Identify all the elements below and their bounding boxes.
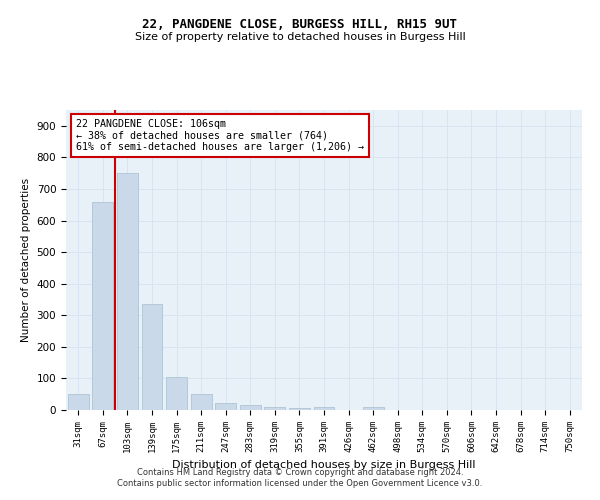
Bar	[362, 408, 383, 410]
Bar	[314, 408, 334, 410]
Bar	[142, 304, 163, 410]
Bar	[68, 394, 89, 410]
Text: 22, PANGDENE CLOSE, BURGESS HILL, RH15 9UT: 22, PANGDENE CLOSE, BURGESS HILL, RH15 9…	[143, 18, 458, 30]
Bar	[117, 173, 138, 410]
Text: 22 PANGDENE CLOSE: 106sqm
← 38% of detached houses are smaller (764)
61% of semi: 22 PANGDENE CLOSE: 106sqm ← 38% of detac…	[76, 119, 364, 152]
Y-axis label: Number of detached properties: Number of detached properties	[21, 178, 31, 342]
Bar	[92, 202, 113, 410]
X-axis label: Distribution of detached houses by size in Burgess Hill: Distribution of detached houses by size …	[172, 460, 476, 470]
Bar	[215, 403, 236, 410]
Bar	[166, 377, 187, 410]
Text: Contains HM Land Registry data © Crown copyright and database right 2024.
Contai: Contains HM Land Registry data © Crown c…	[118, 468, 482, 487]
Bar	[240, 406, 261, 410]
Bar	[191, 394, 212, 410]
Bar	[265, 407, 286, 410]
Text: Size of property relative to detached houses in Burgess Hill: Size of property relative to detached ho…	[134, 32, 466, 42]
Bar	[289, 408, 310, 410]
